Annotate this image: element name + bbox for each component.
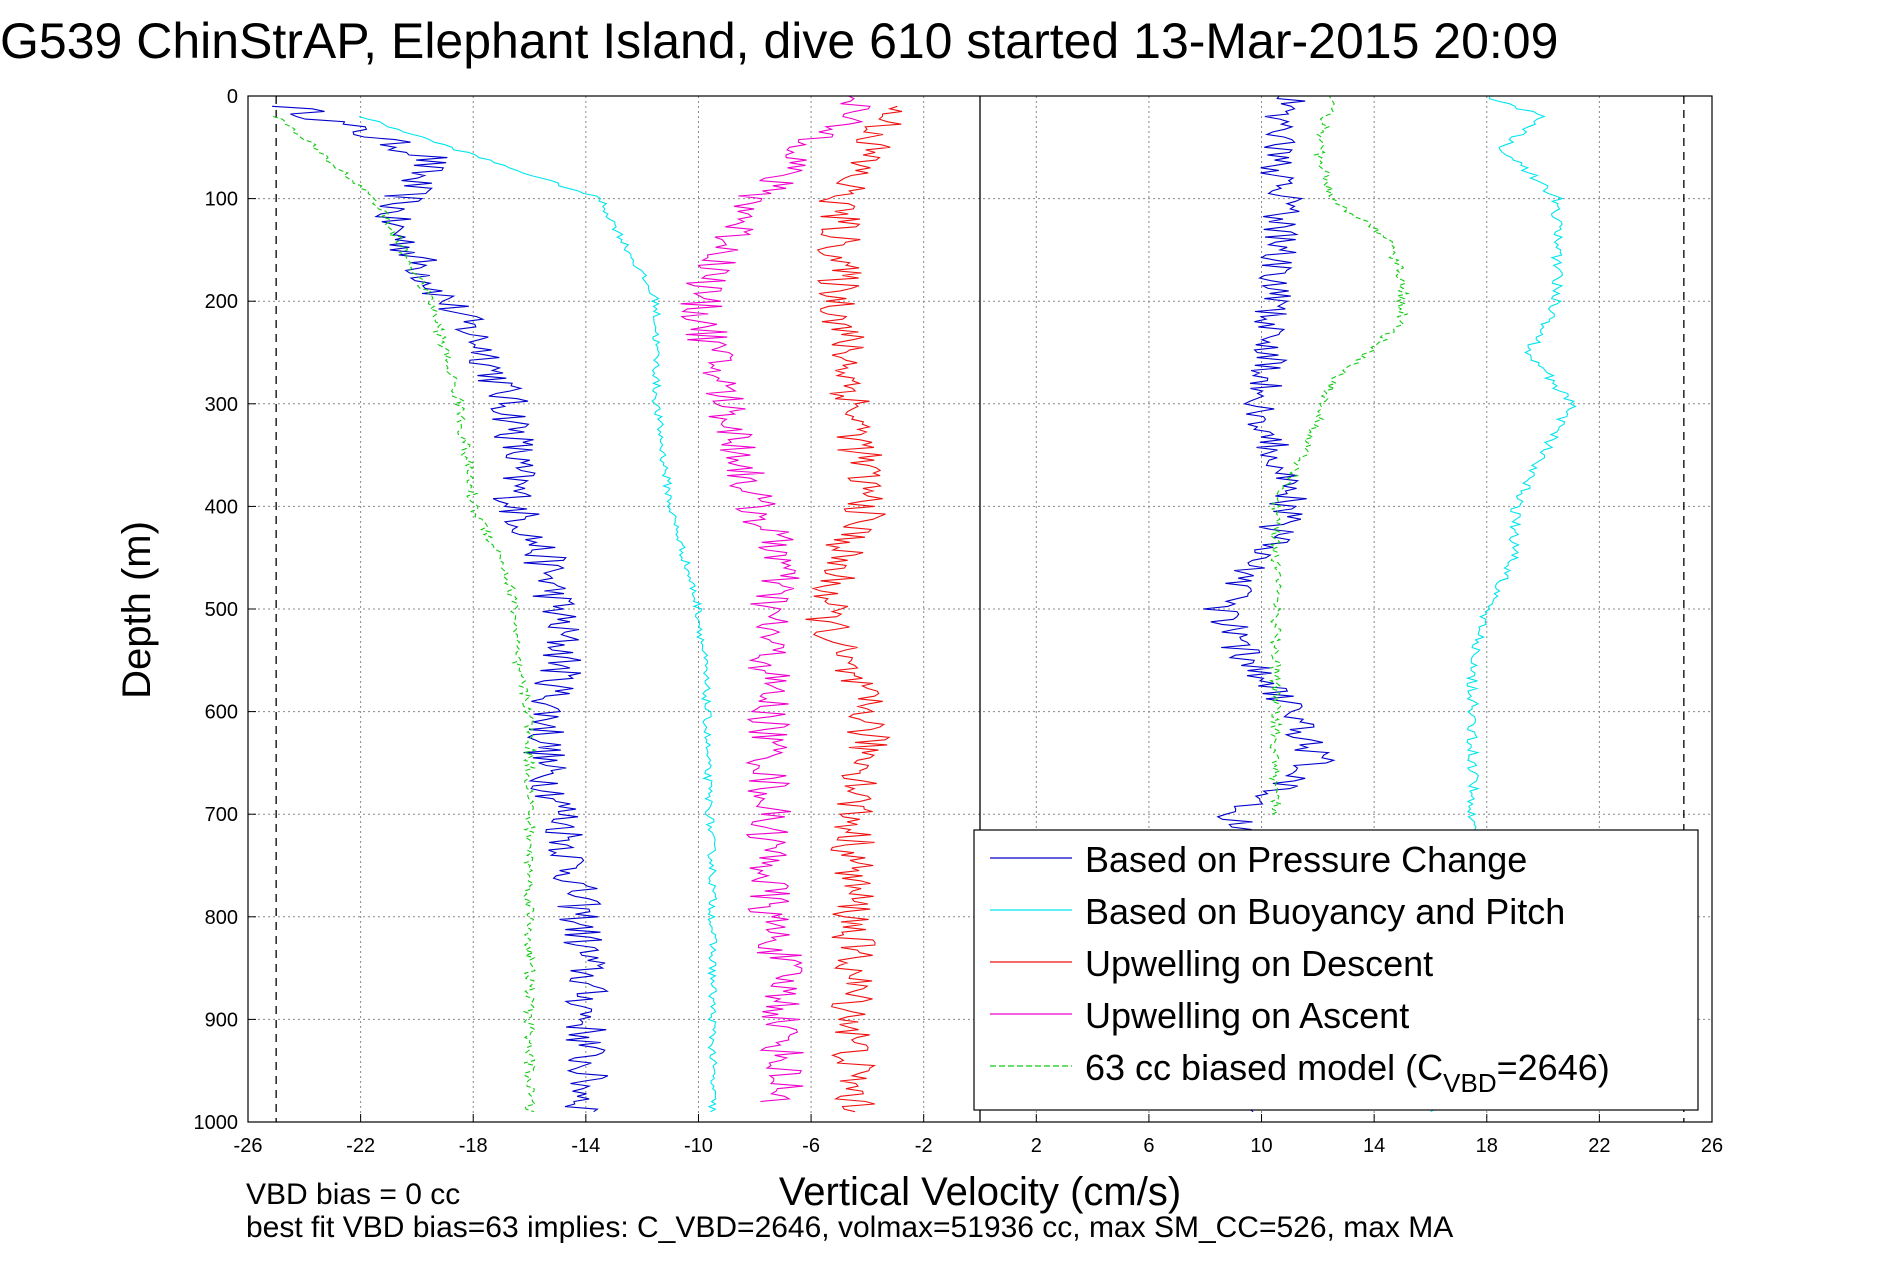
footer-vbd-bias: VBD bias = 0 cc [246, 1178, 460, 1211]
legend-pressure-change-label: Based on Pressure Change [1085, 839, 1527, 880]
series-line-pressure [272, 105, 609, 1113]
y-tick-label: 300 [205, 394, 238, 416]
y-tick-labels: 0 100 200 300 400 500 600 700 800 900 1000 [194, 86, 239, 1134]
legend-upwelling-descent-label: Upwelling on Descent [1085, 943, 1433, 984]
x-tick-label: 26 [1701, 1135, 1723, 1157]
series-line-model-up [1268, 95, 1411, 815]
legend-biased-model-label: 63 cc biased model (CVBD=2646) [1085, 1047, 1610, 1098]
x-tick-label: 18 [1476, 1135, 1498, 1157]
series-line-descent [805, 105, 903, 1113]
legend-box [973, 829, 1699, 1111]
y-tick-label: 200 [205, 291, 238, 313]
y-tick-label: 800 [205, 907, 238, 929]
x-tick-label: -2 [915, 1135, 933, 1157]
y-tick-label: 900 [205, 1009, 238, 1031]
series-line-model-down [272, 115, 538, 1113]
x-tick-label: -26 [234, 1135, 263, 1157]
series-line-ascent [680, 95, 871, 1103]
legend-buoyancy-pitch-label: Based on Buoyancy and Pitch [1085, 891, 1565, 932]
x-tick-label: 14 [1363, 1135, 1385, 1157]
x-tick-label: 10 [1250, 1135, 1272, 1157]
y-tick-label: 700 [205, 804, 238, 826]
plot-frame [247, 95, 1713, 1123]
legend: Based on Pressure Change Based on Buoyanc… [973, 829, 1699, 1111]
x-tick-label: 2 [1031, 1135, 1042, 1157]
y-tick-label: 1000 [194, 1112, 239, 1134]
x-axis-label: Vertical Velocity (cm/s) [779, 1170, 1181, 1214]
x-tick-label: -6 [802, 1135, 820, 1157]
x-tick-label: 22 [1588, 1135, 1610, 1157]
y-tick-label: 500 [205, 599, 238, 621]
x-tick-label: -22 [346, 1135, 375, 1157]
x-tick-label: -10 [684, 1135, 713, 1157]
y-tick-label: 100 [205, 189, 238, 211]
chart-title: G539 ChinStrAP, Elephant Island, dive 61… [0, 13, 1558, 69]
x-tick-label: -18 [459, 1135, 488, 1157]
footer-best-fit: best fit VBD bias=63 implies: C_VBD=2646… [246, 1211, 1453, 1244]
y-tick-label: 0 [227, 86, 238, 108]
legend-upwelling-ascent-label: Upwelling on Ascent [1085, 995, 1409, 1036]
series-line-buoyancy [358, 115, 718, 1113]
y-tick-label: 400 [205, 496, 238, 518]
x-tick-labels: -26 -22 -18 -14 -10 -6 -2 2 6 10 14 18 22 26 [234, 1135, 1724, 1157]
y-axis-label: Depth (m) [115, 521, 159, 699]
x-tick-label: -14 [571, 1135, 600, 1157]
x-tick-label: 6 [1143, 1135, 1154, 1157]
legend-entries: Based on Pressure Change Based on Buoyanc… [990, 839, 1610, 1098]
y-tick-label: 600 [205, 702, 238, 724]
